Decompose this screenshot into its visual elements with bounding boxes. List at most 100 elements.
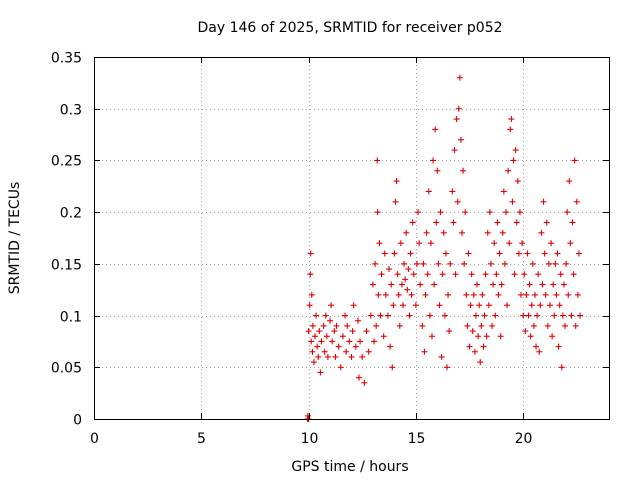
data-point (422, 291, 429, 298)
data-point (437, 209, 444, 216)
data-point (505, 167, 512, 174)
data-point (472, 312, 479, 319)
data-point (442, 250, 449, 257)
data-point (367, 312, 374, 319)
data-point (397, 240, 404, 247)
data-point (304, 412, 311, 419)
data-point (559, 312, 566, 319)
y-axis-label: SRMTID / TECUs (7, 182, 23, 295)
data-point (543, 219, 550, 226)
data-point (476, 302, 483, 309)
data-point (465, 250, 472, 257)
data-point (490, 281, 497, 288)
data-point (522, 328, 529, 335)
data-point (312, 333, 319, 340)
data-point (552, 260, 559, 267)
data-point (369, 281, 376, 288)
data-marks (304, 74, 584, 422)
data-point (550, 281, 557, 288)
data-point (436, 302, 443, 309)
data-point (415, 209, 422, 216)
data-point (475, 333, 482, 340)
data-point (456, 74, 463, 81)
data-point (389, 364, 396, 371)
data-point (466, 343, 473, 350)
data-point (498, 281, 505, 288)
data-point (359, 353, 366, 360)
data-point (528, 302, 535, 309)
data-point (459, 229, 466, 236)
data-point (401, 260, 408, 267)
data-point (447, 260, 454, 267)
data-point (575, 250, 582, 257)
data-point (478, 322, 485, 329)
data-point (445, 291, 452, 298)
data-point (449, 188, 456, 195)
data-point (462, 209, 469, 216)
data-point (417, 281, 424, 288)
x-tick-label: 15 (408, 431, 426, 447)
data-point (352, 343, 359, 350)
data-point (424, 271, 431, 278)
data-point (322, 312, 329, 319)
data-point (482, 271, 489, 278)
data-point (484, 229, 491, 236)
data-point (510, 157, 517, 164)
data-point (315, 353, 322, 360)
data-point (492, 312, 499, 319)
data-point (308, 338, 315, 345)
data-point (384, 312, 391, 319)
data-point (410, 271, 417, 278)
data-point (463, 291, 470, 298)
data-point (566, 178, 573, 185)
data-point (314, 343, 321, 350)
data-point (430, 157, 437, 164)
data-point (577, 312, 584, 319)
data-point (516, 209, 523, 216)
data-point (533, 343, 540, 350)
data-point (413, 260, 420, 267)
data-point (551, 312, 558, 319)
data-point (365, 348, 372, 355)
data-point (404, 286, 411, 293)
y-tick-label: 0.35 (51, 51, 82, 67)
data-point (485, 302, 492, 309)
data-point (440, 229, 447, 236)
data-point (541, 250, 548, 257)
data-point (398, 281, 405, 288)
data-point (309, 348, 316, 355)
data-point (494, 219, 501, 226)
data-point (433, 219, 440, 226)
data-point (572, 322, 579, 329)
data-point (434, 167, 441, 174)
data-point (486, 209, 493, 216)
data-point (526, 281, 533, 288)
data-point (432, 126, 439, 133)
data-point (313, 312, 320, 319)
data-point (357, 338, 364, 345)
data-point (497, 333, 504, 340)
data-point (570, 271, 577, 278)
data-point (305, 328, 312, 335)
data-point (318, 338, 325, 345)
data-point (545, 260, 552, 267)
data-point (558, 364, 565, 371)
data-point (402, 276, 409, 283)
data-point (544, 322, 551, 329)
data-point (324, 353, 331, 360)
data-point (423, 229, 430, 236)
data-point (308, 291, 315, 298)
data-point (390, 302, 397, 309)
data-point (520, 312, 527, 319)
data-point (549, 333, 556, 340)
data-point (361, 379, 368, 386)
data-point (320, 322, 327, 329)
data-point (477, 359, 484, 366)
data-point (316, 328, 323, 335)
data-point (354, 317, 361, 324)
plot-frame (94, 57, 610, 420)
data-point (501, 260, 508, 267)
data-point (403, 229, 410, 236)
data-point (568, 312, 575, 319)
